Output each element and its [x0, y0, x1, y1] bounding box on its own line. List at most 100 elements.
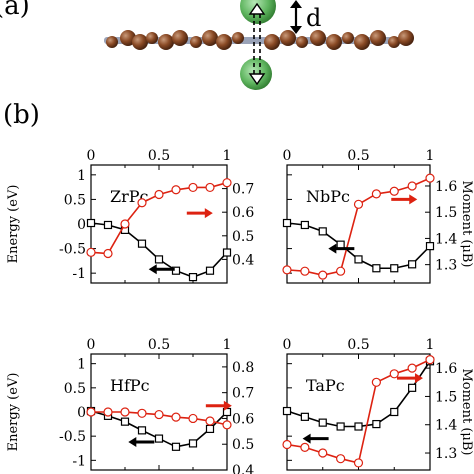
- distance-label: d: [306, 4, 321, 32]
- data-point-circle: [353, 458, 364, 468]
- data-point-square: [390, 264, 399, 273]
- data-point-square: [137, 239, 147, 248]
- data-point-square: [205, 266, 215, 275]
- left-tick-label: -0.5: [59, 429, 86, 445]
- right-tick-label: 1.5: [435, 205, 457, 221]
- data-point-square: [86, 218, 96, 228]
- molecule-atom: [146, 32, 158, 44]
- moment-series: [282, 173, 435, 280]
- data-point-circle: [154, 409, 164, 420]
- right-tick-label: 0.4: [232, 463, 254, 474]
- data-point-circle: [86, 407, 96, 417]
- right-tick-label: 0.8: [232, 360, 254, 376]
- molecule-atoms: [106, 30, 414, 50]
- axis-indicator-arrow: [128, 436, 155, 447]
- data-point-circle: [425, 173, 435, 183]
- data-point-square: [354, 422, 363, 431]
- data-point-square: [188, 439, 198, 448]
- data-point-square: [425, 242, 435, 251]
- y-axis-title-left: Energy (eV): [6, 185, 21, 264]
- data-point-square: [318, 418, 327, 427]
- data-point-circle: [336, 266, 346, 276]
- data-point-circle: [282, 265, 292, 275]
- data-point-square: [282, 406, 292, 416]
- axis-indicator-arrow: [302, 433, 329, 444]
- data-point-square: [408, 260, 417, 269]
- right-tick-label: 1.6: [435, 361, 457, 377]
- molecule-atom: [398, 30, 414, 46]
- molecule-atom: [310, 30, 326, 46]
- x-tick-label: 1: [426, 337, 435, 353]
- data-point-square: [154, 434, 164, 443]
- data-point-circle: [389, 369, 399, 379]
- right-tick-label: 0.7: [232, 386, 254, 402]
- molecule-atom: [132, 34, 148, 50]
- left-tick-label: -1: [72, 266, 86, 282]
- left-tick-label: 1: [77, 357, 86, 373]
- left-tick-label: -0.5: [59, 242, 86, 258]
- data-point-circle: [336, 454, 346, 464]
- data-point-square: [154, 255, 164, 264]
- right-tick-label: 0.5: [232, 229, 254, 245]
- left-tick-label: 0.5: [64, 381, 86, 397]
- data-point-circle: [188, 413, 198, 424]
- data-point-square: [372, 264, 381, 273]
- distance-arrow: [290, 0, 302, 34]
- data-point-circle: [407, 363, 417, 373]
- data-point-circle: [282, 439, 292, 450]
- molecule-atom: [342, 32, 354, 44]
- data-point-square: [390, 407, 399, 417]
- energy-series: [282, 218, 435, 273]
- data-point-circle: [171, 412, 181, 422]
- x-tick-label: 1: [223, 148, 232, 164]
- right-tick-label: 1.3: [435, 446, 457, 462]
- right-tick-label: 0.6: [232, 205, 254, 221]
- data-point-circle: [154, 189, 164, 200]
- data-point-circle: [371, 377, 381, 387]
- molecule-atom: [172, 30, 188, 46]
- molecule-atom: [388, 36, 400, 48]
- data-point-square: [408, 383, 417, 392]
- panel-b-label: (b): [3, 100, 40, 130]
- molecule-atom: [296, 36, 308, 48]
- data-point-square: [354, 255, 363, 264]
- molecule-atom: [190, 36, 202, 48]
- molecule-atom: [370, 30, 386, 46]
- data-point-circle: [300, 442, 310, 452]
- plot-frame: [286, 353, 431, 471]
- data-point-square: [120, 417, 130, 426]
- data-point-circle: [222, 178, 232, 188]
- molecule-atom: [326, 34, 342, 50]
- chart-hfpc: 0 0.5 1 1 0.5 0 -0.5 -1 0.8 0.7 0.6 0.5 0.4 Energy (e…: [6, 337, 254, 474]
- chart-nbpc: 0 0.5 11.6 1.5 1.4 1.3 Moment (μB) NbPc: [282, 148, 474, 284]
- panel-a-label: (a): [0, 0, 30, 21]
- data-point-circle: [120, 407, 130, 417]
- molecule-atom: [354, 34, 370, 50]
- moment-series: [86, 178, 232, 259]
- data-point-square: [188, 273, 198, 282]
- axis-indicator-arrow: [391, 194, 418, 205]
- right-tick-label: 1.5: [435, 389, 457, 405]
- right-tick-label: 0.6: [232, 411, 254, 427]
- x-tick-label: 0: [87, 337, 96, 353]
- data-point-circle: [353, 199, 364, 209]
- data-point-square: [318, 227, 327, 236]
- data-point-square: [282, 218, 292, 228]
- right-tick-label: 1.6: [435, 179, 457, 195]
- data-point-circle: [205, 416, 215, 426]
- data-point-circle: [86, 247, 96, 257]
- data-point-circle: [318, 448, 328, 458]
- axis-indicator-arrow: [186, 208, 213, 219]
- data-point-square: [222, 248, 232, 257]
- data-point-circle: [222, 420, 232, 430]
- y-axis-title-right: Moment (μB): [459, 368, 474, 455]
- right-tick-label: 0.5: [232, 437, 254, 453]
- axis-indicator-arrow: [148, 264, 175, 275]
- molecule-atom: [280, 30, 296, 46]
- x-tick-label: 0: [87, 148, 96, 164]
- data-point-circle: [389, 186, 399, 196]
- data-point-square: [103, 220, 113, 230]
- panel-label: NbPc: [306, 187, 350, 206]
